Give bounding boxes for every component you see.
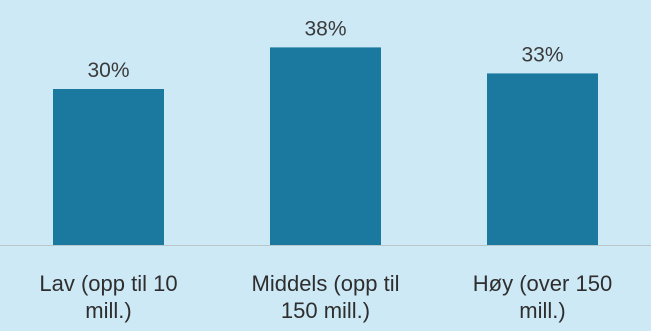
bars-group — [53, 47, 598, 246]
category-label-line: 150 mill.) — [281, 298, 370, 323]
value-labels-group: 30% 38% 33% — [87, 17, 563, 82]
category-label-line: Middels (opp til — [252, 271, 400, 296]
category-label-0: Lav (opp til 10 mill.) — [39, 271, 177, 323]
category-label-1: Middels (opp til 150 mill.) — [252, 271, 400, 323]
category-label-line: mill.) — [85, 298, 131, 323]
category-label-line: Høy (over 150 — [473, 271, 612, 296]
value-label-0: 30% — [87, 59, 129, 82]
value-label-1: 38% — [304, 17, 346, 40]
bar-2 — [487, 73, 598, 246]
category-label-line: Lav (opp til 10 — [39, 271, 177, 296]
bar-1 — [270, 47, 381, 246]
category-labels-group: Lav (opp til 10 mill.)Middels (opp til 150… — [39, 271, 612, 323]
category-label-line: mill.) — [519, 298, 565, 323]
value-label-2: 33% — [521, 43, 563, 66]
category-label-2: Høy (over 150 mill.) — [473, 271, 612, 323]
bar-0 — [53, 89, 164, 245]
